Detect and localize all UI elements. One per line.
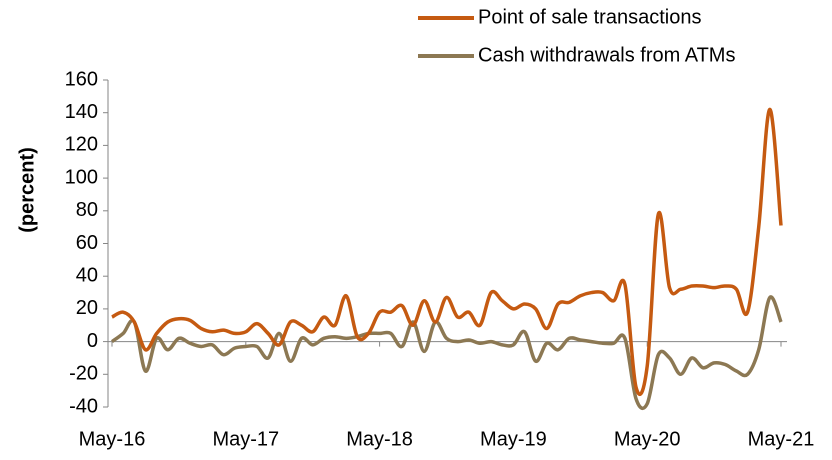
- y-tick-label: -40: [69, 395, 98, 417]
- x-tick-label: May-18: [346, 428, 413, 450]
- y-tick-label: 20: [76, 297, 98, 319]
- x-tick-label: May-16: [79, 428, 146, 450]
- y-tick-label: 140: [65, 101, 98, 123]
- legend-label: Cash withdrawals from ATMs: [478, 44, 735, 66]
- y-tick-label: 0: [87, 330, 98, 352]
- y-tick-label: 120: [65, 134, 98, 156]
- x-tick-label: May-20: [614, 428, 681, 450]
- y-tick-label: 60: [76, 232, 98, 254]
- x-tick-label: May-21: [748, 428, 815, 450]
- x-tick-label: May-17: [212, 428, 279, 450]
- y-tick-label: 80: [76, 199, 98, 221]
- y-tick-label: -20: [69, 363, 98, 385]
- x-tick-label: May-19: [480, 428, 547, 450]
- series-line: [111, 107, 783, 397]
- y-tick-label: 40: [76, 264, 98, 286]
- y-tick-label: 100: [65, 166, 98, 188]
- y-axis-label: (percent): [16, 147, 38, 233]
- y-tick-label: 160: [65, 68, 98, 90]
- series-line: [110, 295, 783, 411]
- legend-label: Point of sale transactions: [478, 6, 701, 28]
